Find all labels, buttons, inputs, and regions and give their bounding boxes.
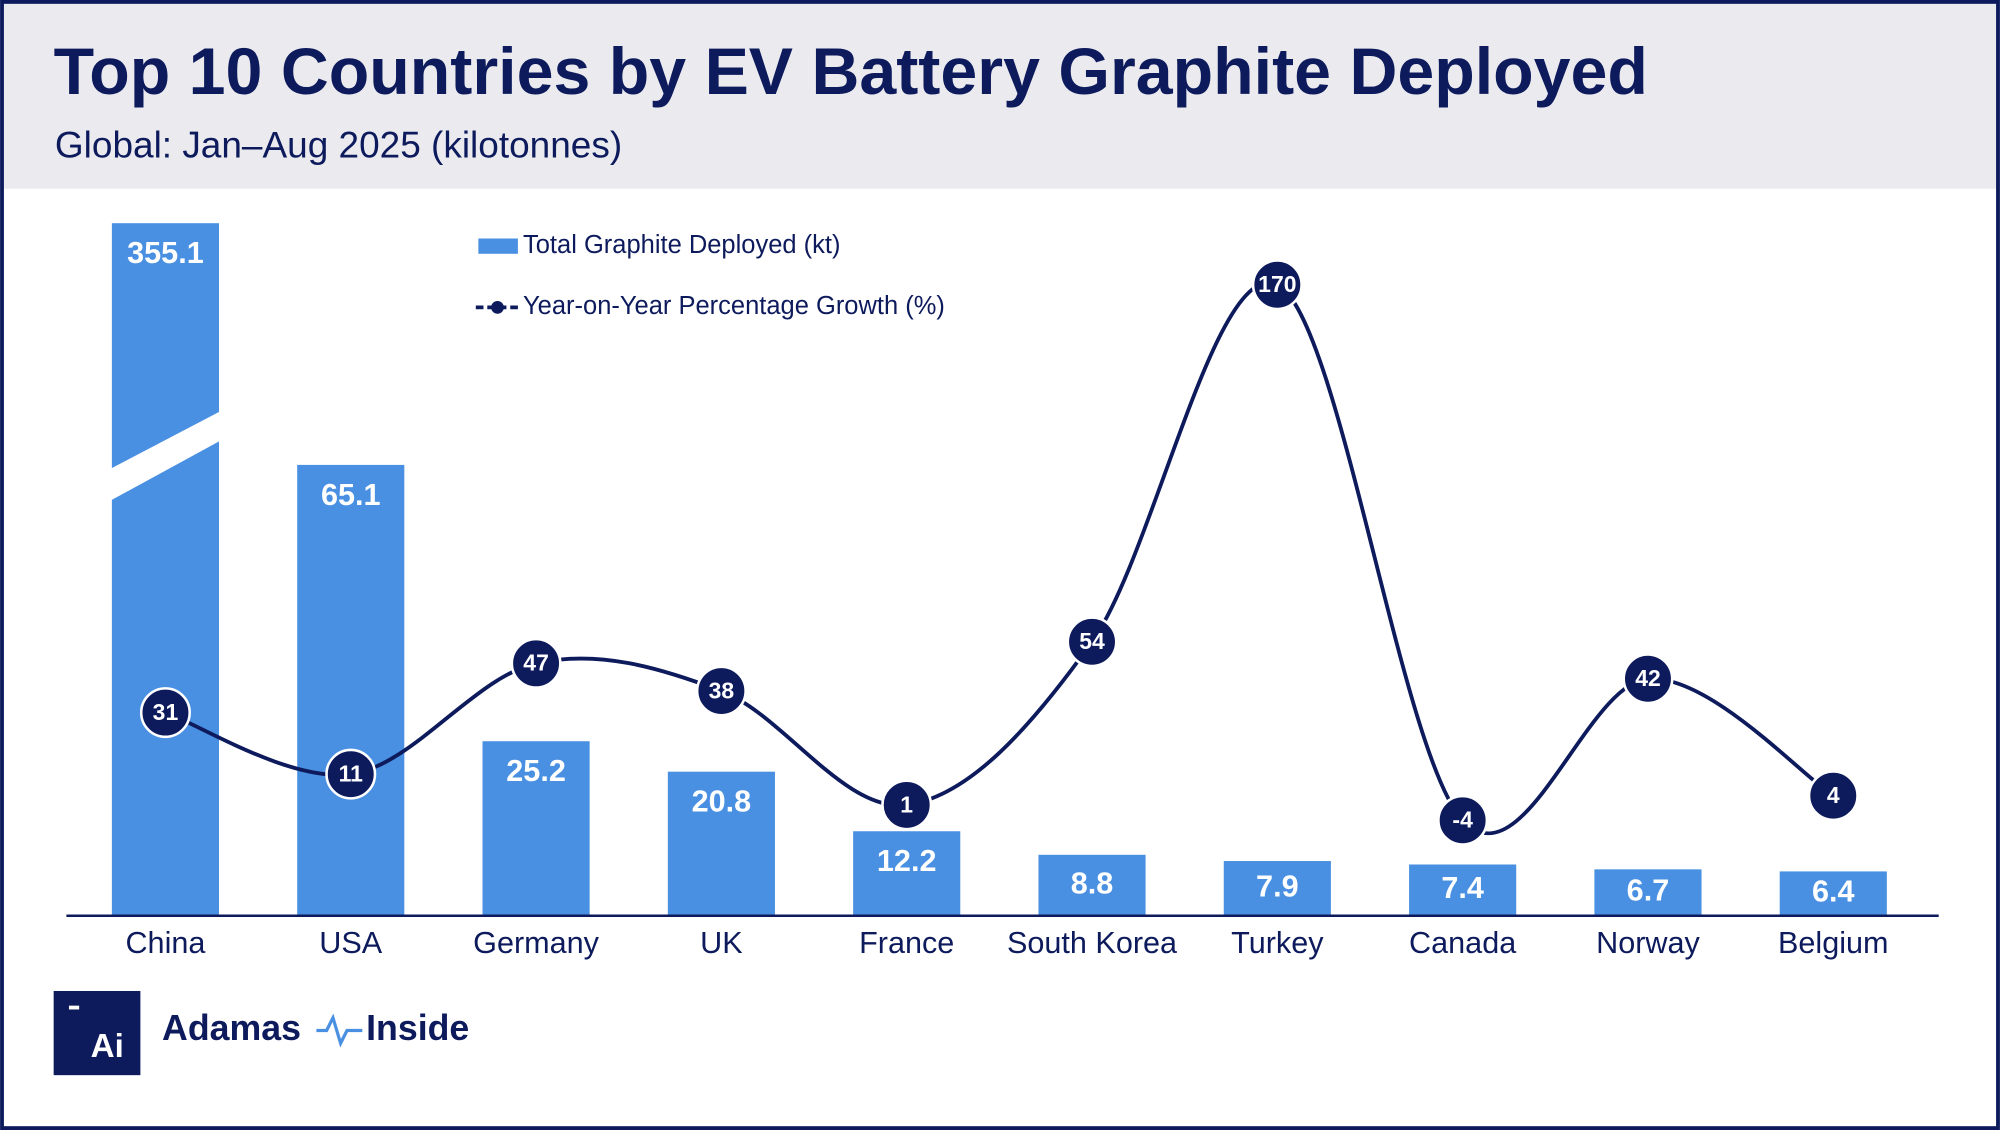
bar	[1779, 871, 1887, 916]
axis-break	[109, 410, 222, 502]
bar	[297, 464, 405, 916]
growth-value-label: 47	[523, 650, 549, 676]
bar	[853, 831, 961, 916]
growth-value-label: 38	[709, 677, 735, 703]
growth-value-label: -4	[1452, 807, 1473, 833]
chart-subtitle: Global: Jan–Aug 2025 (kilotonnes)	[55, 125, 622, 166]
bar-value-label: 12.2	[877, 844, 937, 878]
x-tick-label: China	[125, 926, 206, 960]
x-tick-label: South Korea	[1007, 926, 1178, 960]
x-tick-label: USA	[319, 926, 382, 960]
bar	[1223, 861, 1331, 916]
logo-name: Inside	[366, 1008, 469, 1048]
bar	[482, 741, 590, 916]
bar-value-label: 355.1	[127, 236, 204, 270]
logo-box	[53, 990, 141, 1076]
bar	[667, 771, 775, 916]
growth-marker	[1437, 794, 1489, 846]
legend-swatch	[478, 238, 518, 254]
growth-marker	[881, 779, 933, 831]
growth-value-label: 170	[1258, 271, 1296, 297]
bar-value-label: 6.7	[1627, 874, 1670, 908]
legend-label: Year-on-Year Percentage Growth (%)	[523, 292, 945, 320]
growth-marker	[1066, 616, 1118, 668]
x-tick-label: Belgium	[1778, 926, 1889, 960]
x-tick-label: Canada	[1409, 926, 1517, 960]
bar-value-label: 7.9	[1256, 869, 1299, 903]
x-tick-label: Germany	[473, 926, 600, 960]
x-tick-label: France	[859, 926, 954, 960]
chart-title: Top 10 Countries by EV Battery Graphite …	[54, 35, 1648, 109]
growth-value-label: 54	[1079, 628, 1105, 654]
growth-value-label: 42	[1635, 665, 1661, 691]
growth-marker	[510, 637, 562, 689]
growth-value-label: 1	[900, 791, 913, 817]
header-band	[0, 0, 2000, 189]
logo-pulse	[316, 1013, 363, 1048]
bar-value-label: 6.4	[1812, 875, 1855, 909]
growth-marker	[1807, 770, 1859, 822]
growth-marker	[695, 665, 747, 717]
bar	[1594, 869, 1702, 916]
growth-line	[164, 280, 1835, 836]
growth-value-label: 11	[339, 760, 363, 786]
growth-marker	[139, 687, 191, 739]
growth-marker	[325, 748, 377, 800]
bar	[1038, 854, 1146, 916]
growth-marker	[1251, 259, 1303, 311]
growth-value-label: 31	[153, 699, 179, 725]
x-tick-label: UK	[700, 926, 743, 960]
logo-name: Adamas	[162, 1008, 301, 1048]
logo-mark: Ai	[91, 1028, 124, 1065]
bar-value-label: 8.8	[1071, 866, 1114, 900]
bar-value-label: 20.8	[692, 785, 752, 819]
x-tick-label: Norway	[1596, 926, 1700, 960]
bar-value-label: 65.1	[321, 478, 381, 512]
bar-value-label: 7.4	[1441, 871, 1484, 905]
bar	[1409, 864, 1517, 916]
x-tick-label: Turkey	[1231, 926, 1324, 960]
bar-value-label: 25.2	[506, 754, 566, 788]
growth-marker	[1622, 653, 1674, 705]
growth-value-label: 4	[1827, 782, 1840, 808]
legend-swatch	[491, 300, 504, 314]
logo: Ai Adamas Inside	[53, 990, 469, 1076]
legend-label: Total Graphite Deployed (kt)	[523, 231, 840, 259]
bar	[111, 223, 220, 916]
